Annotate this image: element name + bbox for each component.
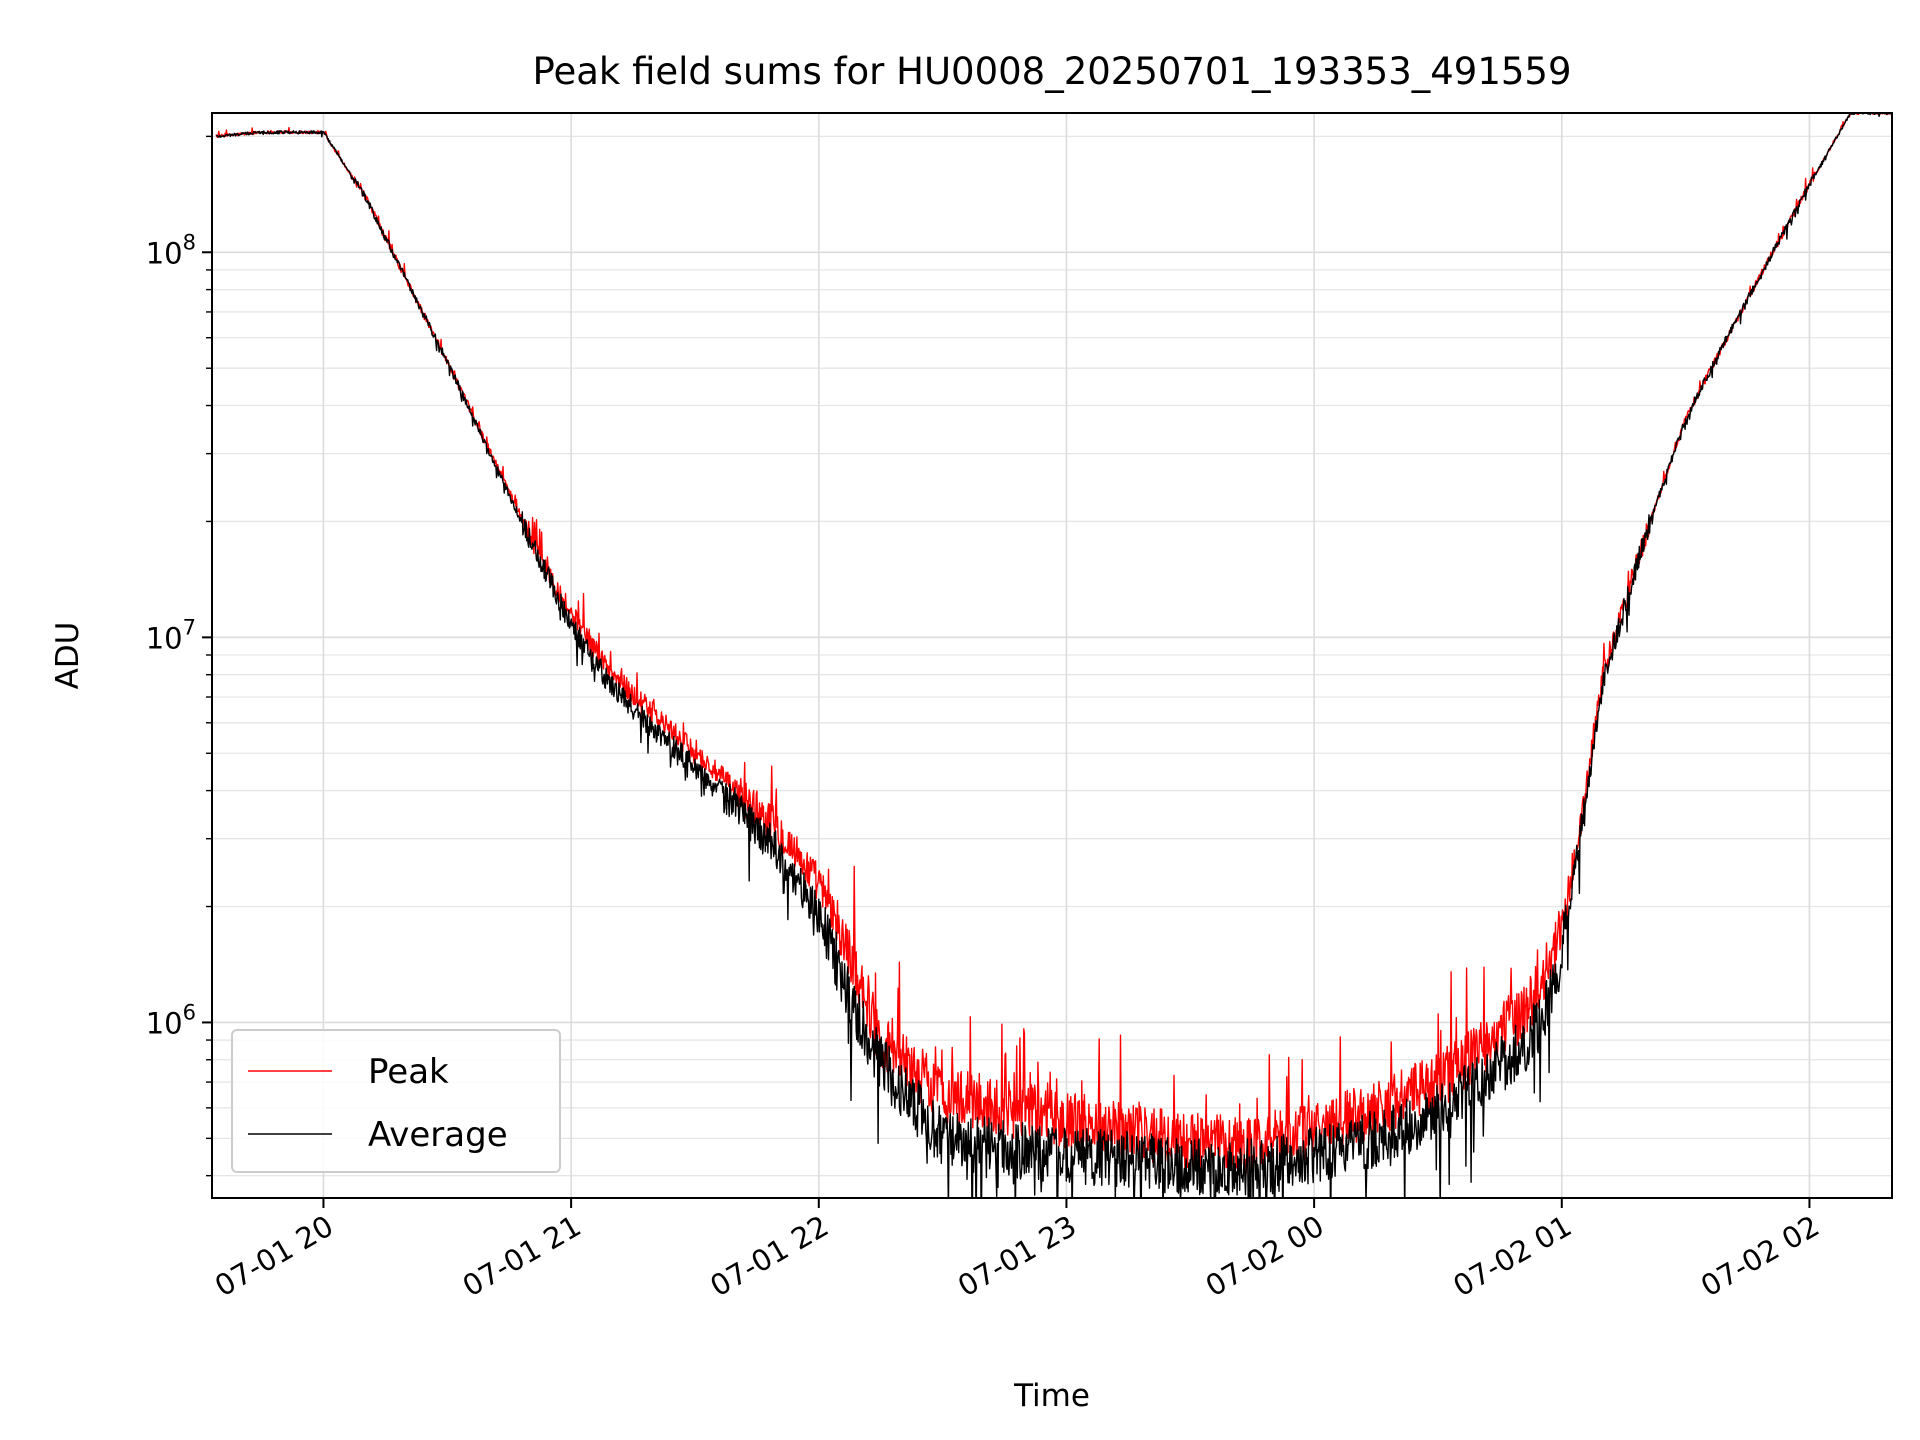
y-tick-exponent: 6: [183, 1000, 196, 1024]
x-tick-label: 07-02 00: [1200, 1209, 1330, 1304]
x-tick-label: 07-02 02: [1695, 1209, 1825, 1304]
y-tick-label: 107: [146, 615, 196, 655]
series-line-average: [215, 113, 1892, 1198]
legend-label-peak: Peak: [368, 1052, 449, 1092]
y-tick-exponent: 8: [183, 230, 196, 254]
x-tick-label: 07-01 21: [457, 1209, 587, 1304]
x-tick-label: 07-01 22: [704, 1209, 834, 1304]
y-axis-title: ADU: [50, 622, 86, 690]
x-axis-title: Time: [1013, 1378, 1090, 1414]
x-tick-label: 07-02 01: [1447, 1209, 1577, 1304]
y-tick-label: 108: [146, 230, 196, 270]
x-tick-label: 07-01 20: [209, 1209, 339, 1304]
y-tick-label: 106: [146, 1000, 196, 1040]
series-layer: [215, 113, 1892, 1198]
y-tick-base: 10: [146, 621, 183, 655]
legend: Peak Average: [231, 1029, 561, 1173]
legend-box: [231, 1029, 561, 1173]
x-tick-label: 07-01 23: [952, 1209, 1082, 1304]
chart-title: Peak field sums for HU0008_20250701_1933…: [532, 50, 1571, 93]
y-tick-base: 10: [146, 236, 183, 270]
y-tick-base: 10: [146, 1006, 183, 1040]
series-line-peak: [215, 113, 1892, 1175]
x-axis: 07-01 20 07-01 21 07-01 22 07-01 23 07-02 00…: [209, 1198, 1825, 1303]
legend-label-average: Average: [368, 1115, 508, 1155]
y-tick-exponent: 7: [183, 615, 196, 639]
